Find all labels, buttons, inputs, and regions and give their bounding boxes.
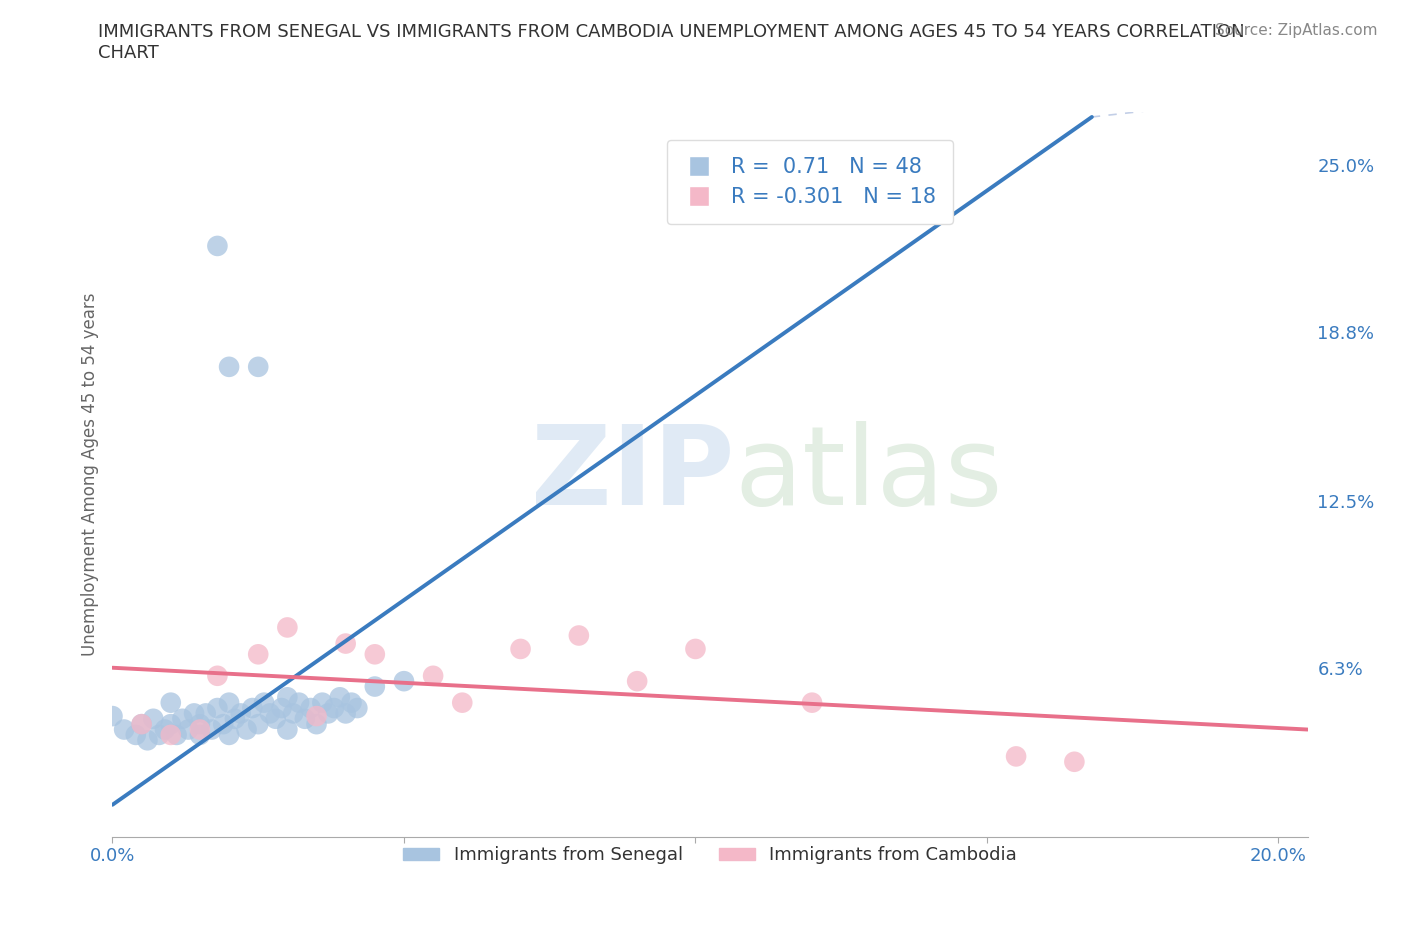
Point — [247, 717, 270, 732]
Point — [1005, 749, 1028, 764]
Point — [153, 722, 176, 737]
Point — [142, 711, 165, 726]
Point — [329, 690, 352, 705]
Point — [112, 722, 135, 737]
Point — [166, 727, 188, 742]
Point — [188, 722, 211, 737]
Point — [509, 642, 531, 657]
Point — [159, 727, 181, 742]
Point — [422, 669, 444, 684]
Point — [101, 709, 124, 724]
Point — [253, 696, 276, 711]
Point — [229, 706, 252, 721]
Point — [188, 717, 211, 732]
Point — [626, 673, 648, 688]
Point — [207, 700, 229, 715]
Point — [335, 706, 357, 721]
Text: ZIP: ZIP — [530, 420, 734, 528]
Point — [247, 359, 270, 374]
Point — [340, 696, 363, 711]
Point — [131, 717, 153, 732]
Point — [172, 711, 194, 726]
Point — [136, 733, 159, 748]
Text: Source: ZipAtlas.com: Source: ZipAtlas.com — [1215, 23, 1378, 38]
Point — [276, 620, 298, 635]
Point — [335, 636, 357, 651]
Y-axis label: Unemployment Among Ages 45 to 54 years: Unemployment Among Ages 45 to 54 years — [80, 293, 98, 656]
Point — [159, 696, 181, 711]
Point — [218, 727, 240, 742]
Point — [364, 647, 387, 662]
Point — [188, 727, 211, 742]
Point — [1063, 754, 1085, 769]
Point — [801, 696, 824, 711]
Point — [451, 696, 474, 711]
Legend: Immigrants from Senegal, Immigrants from Cambodia: Immigrants from Senegal, Immigrants from… — [395, 839, 1025, 871]
Text: atlas: atlas — [734, 420, 1002, 528]
Point — [207, 238, 229, 253]
Point — [346, 700, 368, 715]
Point — [392, 673, 415, 688]
Point — [283, 706, 305, 721]
Point — [218, 696, 240, 711]
Point — [305, 717, 328, 732]
Point — [212, 717, 235, 732]
Point — [131, 717, 153, 732]
Point — [685, 642, 707, 657]
Point — [148, 727, 170, 742]
Point — [323, 700, 346, 715]
Point — [270, 700, 292, 715]
Text: CHART: CHART — [98, 44, 159, 61]
Point — [242, 700, 264, 715]
Point — [235, 722, 257, 737]
Point — [288, 696, 311, 711]
Point — [194, 706, 217, 721]
Point — [177, 722, 200, 737]
Point — [311, 696, 333, 711]
Point — [247, 647, 270, 662]
Point — [316, 706, 339, 721]
Point — [125, 727, 148, 742]
Point — [183, 706, 205, 721]
Text: IMMIGRANTS FROM SENEGAL VS IMMIGRANTS FROM CAMBODIA UNEMPLOYMENT AMONG AGES 45 T: IMMIGRANTS FROM SENEGAL VS IMMIGRANTS FR… — [98, 23, 1246, 41]
Point — [264, 711, 287, 726]
Point — [299, 700, 322, 715]
Point — [276, 690, 298, 705]
Point — [294, 711, 316, 726]
Point — [224, 711, 246, 726]
Point — [259, 706, 281, 721]
Point — [305, 709, 328, 724]
Point — [568, 628, 591, 643]
Point — [159, 717, 181, 732]
Point — [276, 722, 298, 737]
Point — [207, 669, 229, 684]
Point — [364, 679, 387, 694]
Point — [218, 359, 240, 374]
Point — [200, 722, 222, 737]
